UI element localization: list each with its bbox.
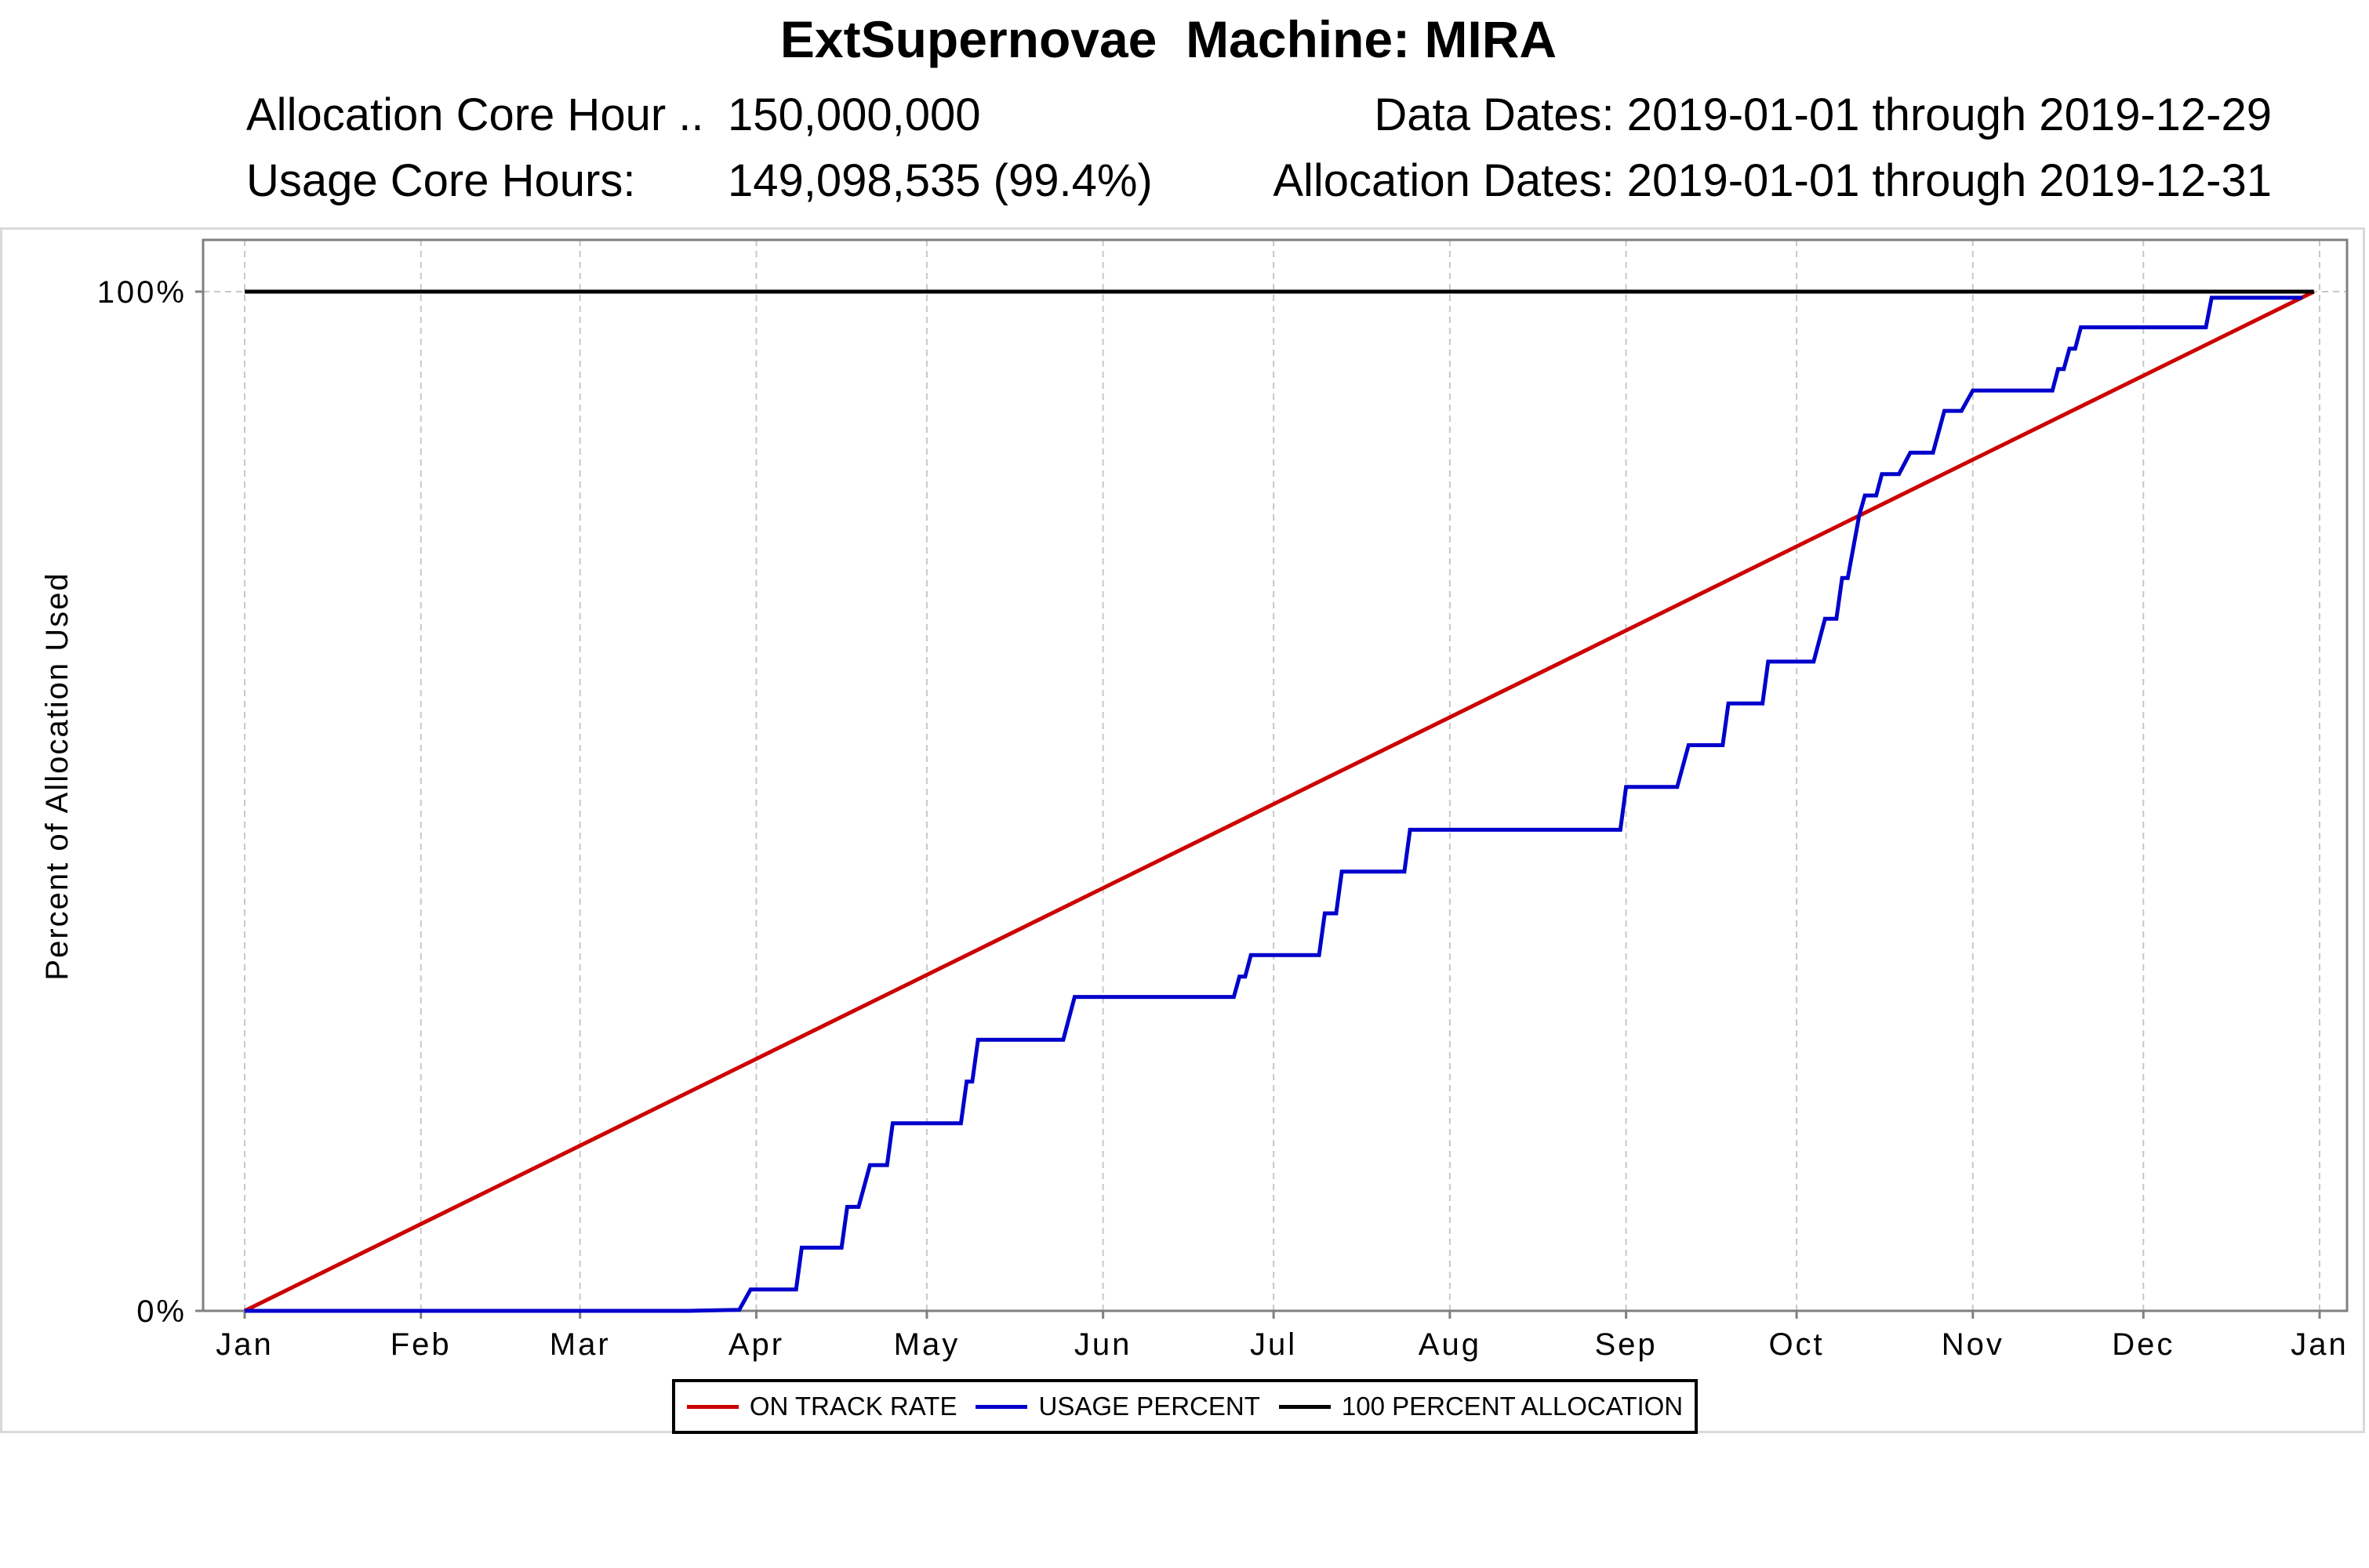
data-dates: Data Dates: 2019-01-01 through 2019-12-2… (1374, 89, 2272, 140)
legend-swatch (976, 1404, 1028, 1409)
usage-label: Usage Core Hours: (246, 155, 636, 206)
x-tick-label: Apr (729, 1327, 784, 1362)
chart-legend: ON TRACK RATE USAGE PERCENT 100 PERCENT AL… (672, 1379, 1698, 1434)
allocation-value: 150,000,000 (728, 89, 981, 140)
x-tick-label: Oct (1768, 1327, 1824, 1362)
x-tick-label: Nov (1942, 1327, 2004, 1362)
x-tick-label: Jul (1250, 1327, 1297, 1362)
y-tick-label: 0% (136, 1294, 187, 1329)
x-tick-label: Mar (550, 1327, 611, 1362)
x-tick-label: Sep (1594, 1327, 1657, 1362)
x-tick-label: Jan (216, 1327, 274, 1362)
series-line (245, 296, 2303, 1313)
legend-label: USAGE PERCENT (1038, 1392, 1260, 1421)
x-tick-label: Feb (391, 1327, 452, 1362)
y-tick-label: 100% (97, 275, 187, 310)
plot-frame (202, 238, 2349, 1312)
chart-title: ExtSupernovae Machine: MIRA (779, 10, 1557, 68)
legend-item: ON TRACK RATE (686, 1392, 957, 1421)
legend-swatch (1278, 1404, 1331, 1409)
x-tick-label: Jan (2291, 1327, 2349, 1362)
legend-label: ON TRACK RATE (749, 1392, 957, 1421)
x-tick-label: Dec (2112, 1327, 2175, 1362)
legend-item: USAGE PERCENT (976, 1392, 1260, 1421)
legend-swatch (686, 1404, 739, 1409)
y-axis-label: Percent of Allocation Used (40, 572, 74, 980)
allocation-label: Allocation Core Hour .. (246, 89, 704, 140)
allocation-dates: Allocation Dates: 2019-01-01 through 201… (1273, 155, 2272, 206)
legend-label: 100 PERCENT ALLOCATION (1341, 1392, 1684, 1421)
series-line (243, 289, 2315, 1313)
x-tick-label: Jun (1074, 1327, 1132, 1362)
x-tick-label: Aug (1419, 1327, 1481, 1362)
legend-item: 100 PERCENT ALLOCATION (1278, 1392, 1684, 1421)
x-tick-label: May (894, 1327, 961, 1362)
usage-value: 149,098,535 (99.4%) (728, 155, 1153, 206)
